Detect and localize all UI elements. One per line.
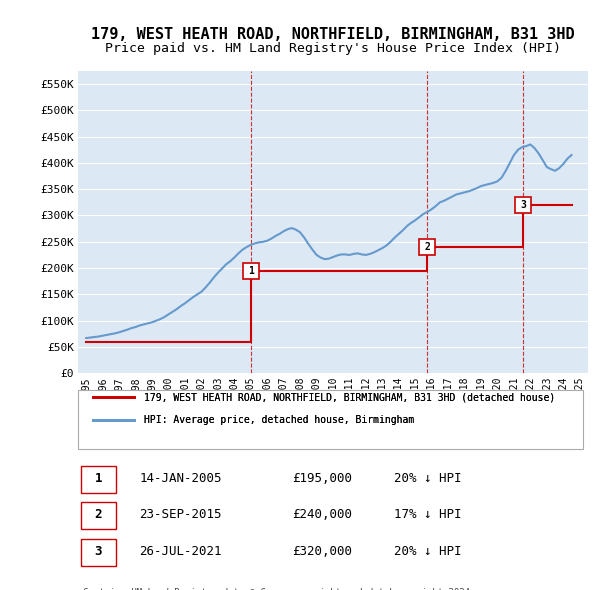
Text: 14-JAN-2005: 14-JAN-2005 xyxy=(139,471,222,484)
FancyBboxPatch shape xyxy=(78,389,583,449)
Text: 1: 1 xyxy=(248,266,254,276)
Text: 20% ↓ HPI: 20% ↓ HPI xyxy=(394,545,462,558)
Text: 179, WEST HEATH ROAD, NORTHFIELD, BIRMINGHAM, B31 3HD (detached house): 179, WEST HEATH ROAD, NORTHFIELD, BIRMIN… xyxy=(145,392,556,402)
Text: 2: 2 xyxy=(95,508,102,521)
Text: £195,000: £195,000 xyxy=(292,471,352,484)
FancyBboxPatch shape xyxy=(80,539,116,566)
Text: 2: 2 xyxy=(424,242,430,252)
Text: 20% ↓ HPI: 20% ↓ HPI xyxy=(394,471,462,484)
Text: HPI: Average price, detached house, Birmingham: HPI: Average price, detached house, Birm… xyxy=(145,415,415,425)
Text: 23-SEP-2015: 23-SEP-2015 xyxy=(139,508,222,521)
Text: Contains HM Land Registry data © Crown copyright and database right 2024.
This d: Contains HM Land Registry data © Crown c… xyxy=(83,588,475,590)
Text: 1: 1 xyxy=(95,471,102,484)
FancyBboxPatch shape xyxy=(80,466,116,493)
Text: 179, WEST HEATH ROAD, NORTHFIELD, BIRMINGHAM, B31 3HD (detached house): 179, WEST HEATH ROAD, NORTHFIELD, BIRMIN… xyxy=(145,392,556,402)
FancyBboxPatch shape xyxy=(80,502,116,529)
Text: £320,000: £320,000 xyxy=(292,545,352,558)
Text: HPI: Average price, detached house, Birmingham: HPI: Average price, detached house, Birm… xyxy=(145,415,415,425)
Text: 3: 3 xyxy=(520,200,526,210)
Text: 179, WEST HEATH ROAD, NORTHFIELD, BIRMINGHAM, B31 3HD: 179, WEST HEATH ROAD, NORTHFIELD, BIRMIN… xyxy=(91,27,575,41)
Text: 17% ↓ HPI: 17% ↓ HPI xyxy=(394,508,462,521)
Text: 3: 3 xyxy=(95,545,102,558)
Text: Price paid vs. HM Land Registry's House Price Index (HPI): Price paid vs. HM Land Registry's House … xyxy=(105,42,561,55)
Text: 26-JUL-2021: 26-JUL-2021 xyxy=(139,545,222,558)
Text: £240,000: £240,000 xyxy=(292,508,352,521)
